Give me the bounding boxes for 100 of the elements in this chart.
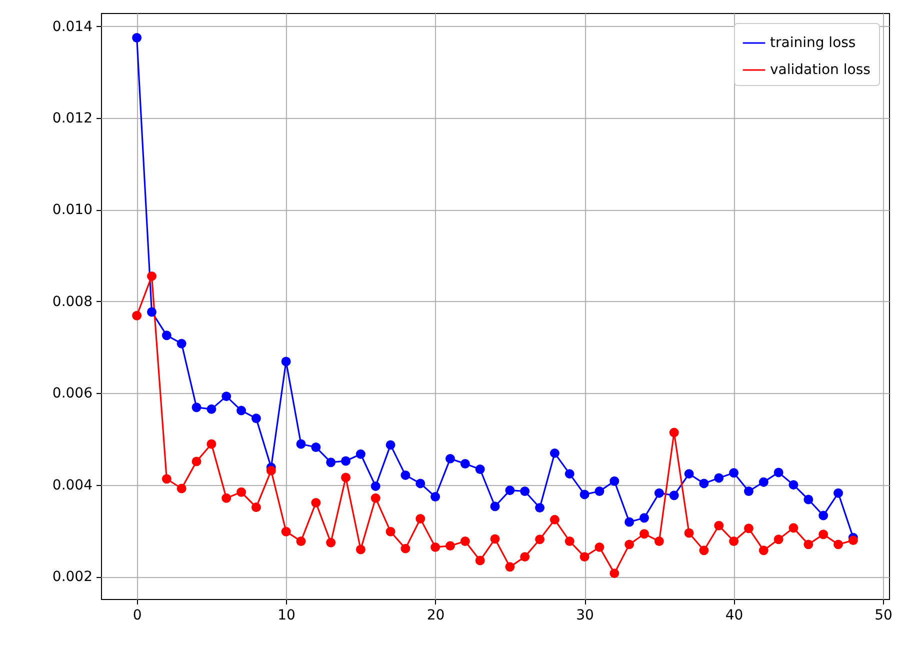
point xyxy=(624,540,634,550)
point xyxy=(147,307,156,317)
point xyxy=(699,546,709,556)
point xyxy=(505,486,515,496)
point xyxy=(132,310,142,320)
point xyxy=(430,542,440,552)
point xyxy=(192,402,202,412)
point xyxy=(834,540,843,550)
x-tick-label: 10 xyxy=(278,608,296,624)
point xyxy=(804,540,814,550)
point xyxy=(788,523,798,533)
point xyxy=(714,473,724,483)
point xyxy=(818,510,828,520)
point xyxy=(475,464,485,474)
point xyxy=(714,520,724,530)
point xyxy=(296,536,306,546)
point xyxy=(818,530,828,540)
point xyxy=(162,330,172,340)
y-tick-label: 0.014 xyxy=(52,18,93,35)
point xyxy=(594,486,604,496)
point xyxy=(176,484,186,494)
point xyxy=(251,502,261,512)
point xyxy=(206,404,216,414)
point xyxy=(386,440,396,450)
point xyxy=(580,552,590,562)
point xyxy=(640,513,649,523)
point xyxy=(206,439,216,449)
point xyxy=(222,392,232,402)
point xyxy=(729,536,739,546)
point xyxy=(311,442,321,452)
point xyxy=(505,562,515,572)
point xyxy=(610,568,620,578)
point xyxy=(296,439,306,449)
point xyxy=(132,33,142,42)
point xyxy=(266,466,276,476)
point xyxy=(535,534,545,544)
x-tick-label: 40 xyxy=(725,608,744,624)
point xyxy=(222,493,232,503)
x-tick-label: 30 xyxy=(576,608,594,624)
legend-label: training loss xyxy=(770,35,856,51)
point xyxy=(758,546,768,556)
legend-label: validation loss xyxy=(770,62,870,78)
point xyxy=(236,406,246,416)
point xyxy=(654,488,664,498)
point xyxy=(669,490,679,500)
point xyxy=(744,486,754,496)
point xyxy=(758,477,768,487)
point xyxy=(848,536,858,546)
point xyxy=(176,338,186,348)
point xyxy=(580,490,590,500)
point xyxy=(520,552,530,562)
point xyxy=(326,458,336,468)
point xyxy=(311,498,321,508)
point xyxy=(236,487,246,497)
point xyxy=(400,470,410,480)
point xyxy=(520,486,530,496)
point xyxy=(445,541,455,551)
point xyxy=(535,503,545,512)
point xyxy=(774,468,784,478)
point xyxy=(624,517,634,527)
y-tick-label: 0.002 xyxy=(52,569,92,586)
y-tick-label: 0.010 xyxy=(52,202,92,218)
point xyxy=(594,542,604,552)
point xyxy=(341,472,350,482)
y-tick-label: 0.004 xyxy=(52,477,93,494)
x-tick-label: 20 xyxy=(426,608,445,624)
point xyxy=(834,488,843,498)
y-tick-label: 0.008 xyxy=(52,294,92,310)
point xyxy=(192,456,202,466)
point xyxy=(147,271,156,281)
point xyxy=(640,529,649,539)
y-tick-label: 0.012 xyxy=(52,110,92,127)
point xyxy=(341,456,350,466)
point xyxy=(564,536,574,546)
point xyxy=(400,544,410,554)
point xyxy=(788,480,798,490)
point xyxy=(386,526,396,536)
x-tick-label: 50 xyxy=(874,608,892,624)
point xyxy=(162,474,172,484)
point xyxy=(356,544,366,554)
point xyxy=(490,502,500,512)
point xyxy=(430,492,440,502)
point xyxy=(281,356,291,366)
point xyxy=(699,478,709,488)
point xyxy=(804,494,814,504)
point xyxy=(684,469,694,479)
point xyxy=(610,476,620,486)
point xyxy=(416,478,426,488)
point xyxy=(326,538,336,548)
point xyxy=(550,514,560,524)
point xyxy=(370,481,380,491)
point xyxy=(281,526,291,536)
point xyxy=(460,459,470,468)
point xyxy=(251,414,261,424)
x-tick-label: 0 xyxy=(132,608,142,624)
point xyxy=(774,534,784,544)
point xyxy=(684,528,694,538)
point xyxy=(475,556,485,566)
point xyxy=(370,493,380,503)
point xyxy=(550,448,560,458)
